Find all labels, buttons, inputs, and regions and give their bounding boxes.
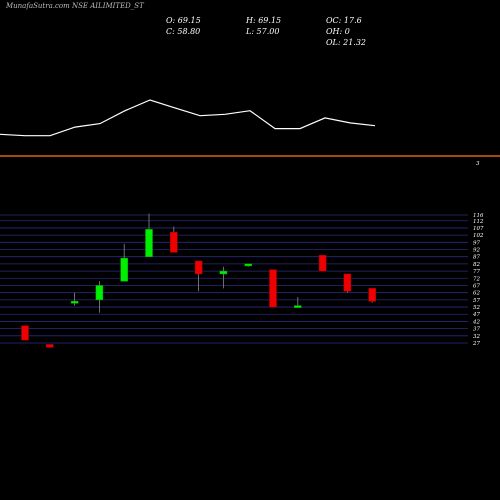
y-tick-label: 92: [473, 248, 480, 254]
y-tick-label: 27: [472, 341, 480, 347]
high-value: H: 69.15: [246, 16, 282, 25]
candle-body-up: [95, 285, 104, 301]
grid-lines: [0, 214, 468, 344]
y-tick-label: 87: [473, 255, 480, 261]
y-tick-label: 97: [473, 240, 480, 246]
y-tick-label: 67: [473, 283, 480, 289]
y-tick-label: 62: [473, 291, 480, 297]
candle-body-up: [244, 263, 252, 267]
candles: [21, 213, 376, 348]
y-tick-label: 102: [473, 233, 484, 239]
close-value: C: 58.80: [166, 27, 201, 36]
y-tick-label: 42: [472, 319, 480, 325]
candle: [244, 263, 252, 267]
candle-body-down: [46, 344, 54, 348]
y-tick-label: 32: [473, 334, 480, 340]
ol-value: OL: 21.32: [326, 38, 367, 47]
candle: [95, 281, 104, 313]
y-tick-label: 72: [473, 276, 480, 282]
candle-body-down: [269, 269, 277, 308]
candle: [219, 266, 228, 289]
candle: [170, 226, 178, 253]
y-tick-label: 37: [473, 327, 480, 333]
low-value: L: 57.00: [246, 27, 280, 36]
candle: [368, 288, 376, 303]
y-tick-label: 82: [473, 262, 480, 268]
candle-body-down: [194, 260, 203, 275]
oscillator-label: 3: [476, 161, 480, 167]
candle-body-up: [120, 257, 128, 282]
candle-body-down: [368, 288, 376, 302]
y-tick-label: 77: [473, 269, 480, 275]
candle: [120, 243, 128, 282]
open-value: O: 69.15: [166, 16, 201, 25]
candle-body-up: [219, 270, 228, 275]
oh-value: OH: 0: [326, 27, 350, 36]
y-tick-label: 116: [473, 213, 484, 219]
oscillator-line: [0, 99, 376, 137]
y-tick-label: 112: [473, 219, 484, 225]
candle: [46, 344, 54, 348]
candle: [343, 273, 352, 293]
candle-body-up: [294, 305, 302, 308]
candle-body-down: [318, 255, 327, 272]
y-tick-label: 57: [473, 298, 480, 304]
candle: [294, 296, 302, 308]
candle: [70, 292, 79, 306]
y-tick-label: 107: [473, 226, 484, 232]
candle-body-down: [21, 325, 29, 341]
oc-value: OC: 17.6: [326, 16, 362, 25]
chart-title: MunafaSutra.com NSE AILIMITED_ST: [6, 2, 144, 10]
candle-body-up: [145, 229, 153, 257]
candle: [318, 255, 327, 272]
candle: [145, 213, 153, 257]
candle-body-up: [70, 301, 79, 304]
candle-body-down: [170, 232, 178, 253]
candle: [21, 325, 29, 341]
candle-body-down: [343, 273, 352, 292]
candle: [269, 269, 277, 308]
candle: [194, 260, 203, 292]
y-tick-label: 52: [473, 305, 480, 311]
y-tick-label: 47: [472, 312, 480, 318]
